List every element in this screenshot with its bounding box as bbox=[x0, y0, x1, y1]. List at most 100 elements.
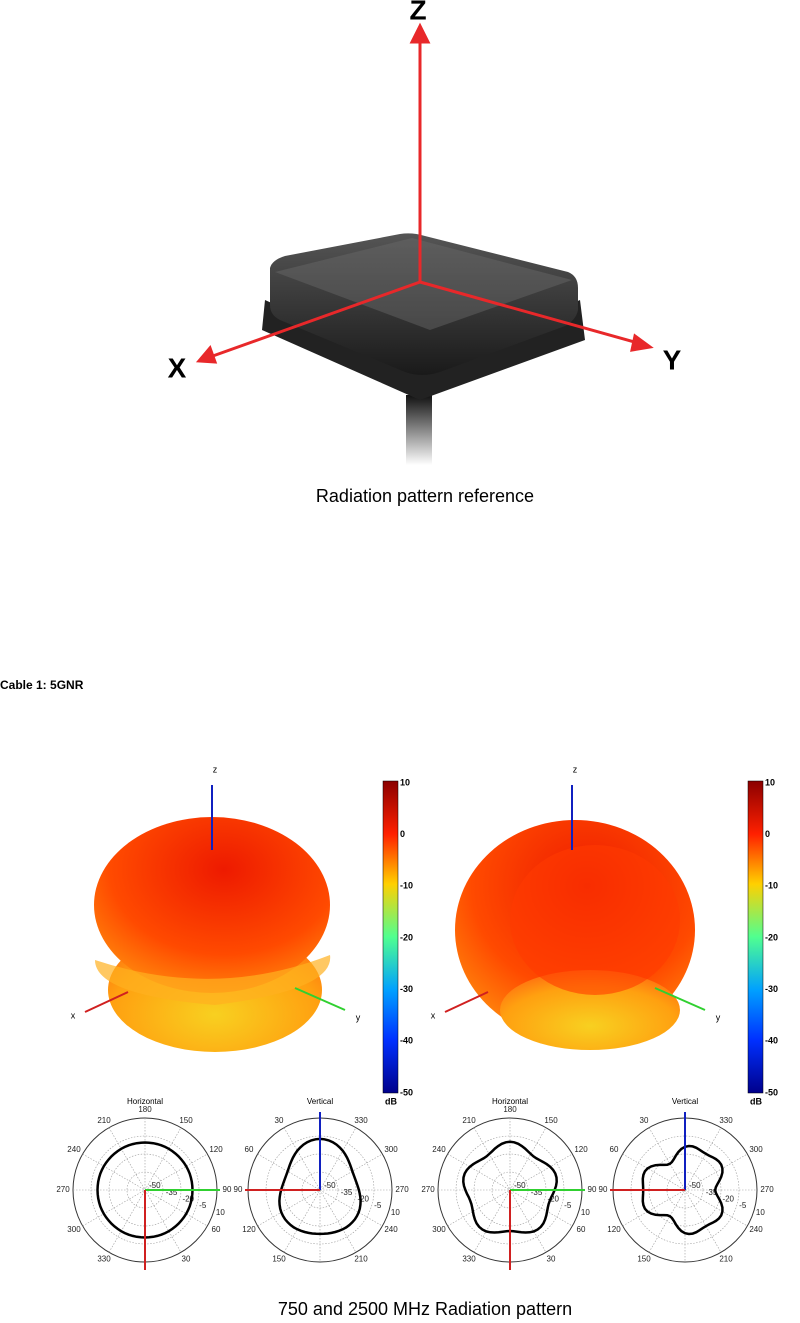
angle-label: 240 bbox=[384, 1225, 398, 1234]
lobe bbox=[95, 955, 331, 1005]
angle-label: 150 bbox=[179, 1116, 193, 1125]
lobe bbox=[94, 817, 330, 993]
ring-label: -35 bbox=[706, 1188, 718, 1197]
axis-label: y bbox=[356, 1012, 361, 1022]
y-axis bbox=[294, 987, 346, 1011]
ring-label: -5 bbox=[199, 1201, 207, 1210]
figure-caption: Radiation pattern reference bbox=[316, 486, 534, 506]
angle-label: 120 bbox=[209, 1145, 223, 1154]
polar-title: Horizontal bbox=[492, 1097, 528, 1106]
angle-label: 30 bbox=[640, 1116, 649, 1125]
lobe bbox=[500, 970, 680, 1050]
ring-label: 10 bbox=[581, 1208, 590, 1217]
angle-label: 60 bbox=[212, 1225, 221, 1234]
antenna-base bbox=[262, 300, 585, 400]
axes bbox=[195, 22, 654, 364]
angle-label: 90 bbox=[223, 1185, 232, 1194]
ring-label: -50 bbox=[514, 1181, 526, 1190]
cable bbox=[406, 395, 432, 465]
ring-label: -50 bbox=[689, 1181, 701, 1190]
colorbar-tick-label: -20 bbox=[400, 932, 413, 942]
angle-label: 300 bbox=[432, 1225, 446, 1234]
ring-label: -20 bbox=[357, 1194, 369, 1203]
axis-label: z bbox=[213, 764, 218, 774]
axis-label: x bbox=[431, 1010, 436, 1020]
colorbar-tick-label: -30 bbox=[765, 984, 778, 994]
angle-label: 30 bbox=[275, 1116, 284, 1125]
angle-label: 120 bbox=[242, 1225, 256, 1234]
colorbar bbox=[382, 780, 399, 1094]
angle-label: 270 bbox=[395, 1185, 409, 1194]
colorbar-unit: dB bbox=[750, 1096, 762, 1106]
angle-label: 90 bbox=[234, 1185, 243, 1194]
angle-label: 60 bbox=[245, 1145, 254, 1154]
axis-label: Z bbox=[409, 0, 426, 25]
colorbar-tick-label: -50 bbox=[400, 1087, 413, 1097]
colorbar-tick-label: -30 bbox=[400, 984, 413, 994]
angle-label: 300 bbox=[749, 1145, 763, 1154]
angle-label: 210 bbox=[97, 1116, 111, 1125]
x-axis bbox=[444, 991, 489, 1013]
colorbar-tick-label: -20 bbox=[765, 932, 778, 942]
angle-label: 180 bbox=[138, 1105, 152, 1114]
colorbar-tick-label: 10 bbox=[400, 777, 410, 787]
polar-title: Vertical bbox=[672, 1097, 698, 1106]
pattern-curve bbox=[641, 1144, 724, 1236]
ring-label: -35 bbox=[166, 1188, 178, 1197]
ring-label: -5 bbox=[739, 1201, 747, 1210]
angle-label: 300 bbox=[384, 1145, 398, 1154]
angle-label: 90 bbox=[588, 1185, 597, 1194]
angle-label: 330 bbox=[462, 1254, 476, 1263]
angle-label: 330 bbox=[97, 1254, 111, 1263]
colorbar-unit: dB bbox=[385, 1096, 397, 1106]
angle-label: 210 bbox=[354, 1254, 368, 1263]
angle-label: 240 bbox=[67, 1145, 81, 1154]
polar-plot: Vertical 330 300 270 240 210 150 120 90 60 30 -50 -3… bbox=[599, 1097, 775, 1263]
ring-label: -35 bbox=[531, 1188, 543, 1197]
colorbar-tick-label: 10 bbox=[765, 777, 775, 787]
ring-label: -5 bbox=[564, 1201, 572, 1210]
colorbar-tick-label: 0 bbox=[400, 829, 405, 839]
antenna-figure: Z X Y bbox=[168, 0, 682, 465]
x-axis bbox=[84, 991, 129, 1013]
angle-label: 30 bbox=[182, 1254, 191, 1263]
ring-label: 10 bbox=[391, 1208, 400, 1217]
colorbar-tick-label: -50 bbox=[765, 1087, 778, 1097]
angle-label: 270 bbox=[760, 1185, 774, 1194]
antenna-body bbox=[270, 233, 578, 375]
angle-label: 270 bbox=[421, 1185, 435, 1194]
angle-label: 240 bbox=[432, 1145, 446, 1154]
pattern-curve bbox=[278, 1137, 362, 1236]
angle-label: 60 bbox=[577, 1225, 586, 1234]
colorbar-tick-label: -10 bbox=[400, 881, 413, 891]
ring-label: -20 bbox=[547, 1194, 559, 1203]
ring-label: -50 bbox=[324, 1181, 336, 1190]
angle-label: 150 bbox=[637, 1254, 651, 1263]
angle-label: 60 bbox=[610, 1145, 619, 1154]
colorbar-tick-label: -40 bbox=[765, 1036, 778, 1046]
angle-label: 300 bbox=[67, 1225, 81, 1234]
colorbar-tick-label: 0 bbox=[765, 829, 770, 839]
angle-label: 210 bbox=[462, 1116, 476, 1125]
angle-label: 330 bbox=[719, 1116, 733, 1125]
angle-label: 240 bbox=[749, 1225, 763, 1234]
angle-label: 120 bbox=[574, 1145, 588, 1154]
section-title: Cable 1: 5GNR bbox=[0, 678, 84, 692]
polar-title: Vertical bbox=[307, 1097, 333, 1106]
angle-label: 90 bbox=[599, 1185, 608, 1194]
colorbar bbox=[747, 780, 764, 1094]
figure-caption: 750 and 2500 MHz Radiation pattern bbox=[278, 1299, 572, 1319]
axis-label: Y bbox=[663, 344, 682, 375]
axis-label: X bbox=[168, 352, 187, 383]
polar-plot: Vertical 330 300 270 240 210 150 120 90 60 30 -50 -3… bbox=[234, 1097, 410, 1263]
angle-label: 150 bbox=[272, 1254, 286, 1263]
y-axis bbox=[654, 987, 706, 1011]
angle-label: 120 bbox=[607, 1225, 621, 1234]
colorbar-tick-label: -40 bbox=[400, 1036, 413, 1046]
ring-label: 10 bbox=[756, 1208, 765, 1217]
polar-title: Horizontal bbox=[127, 1097, 163, 1106]
ring-label: -20 bbox=[182, 1194, 194, 1203]
